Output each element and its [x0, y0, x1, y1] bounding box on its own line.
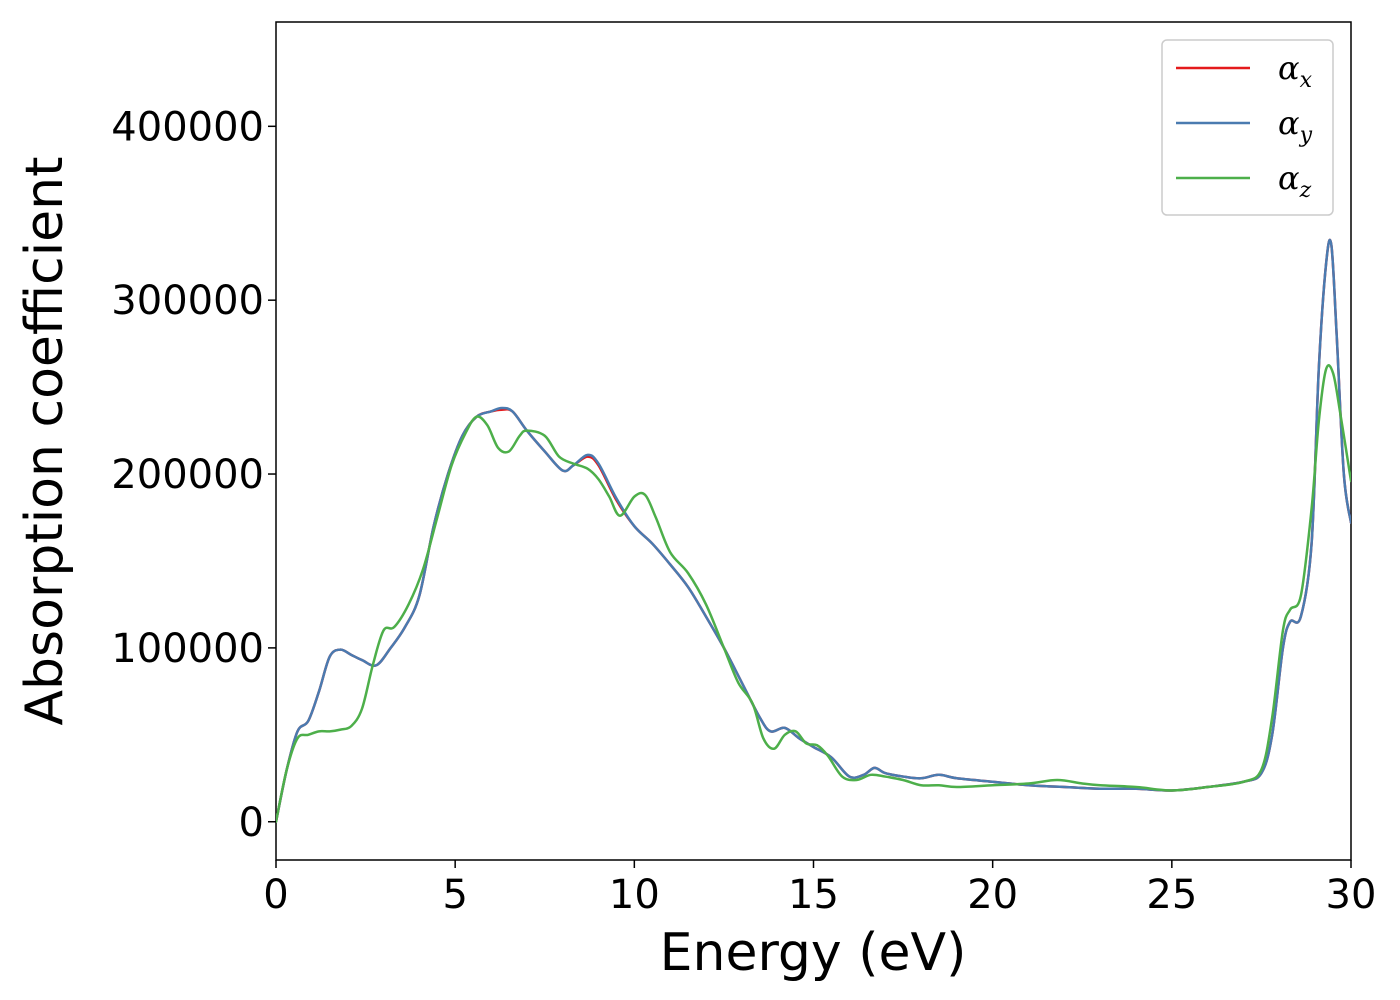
legend-label-y: αy — [1278, 104, 1313, 148]
y-tick-label: 200000 — [111, 452, 264, 498]
legend-subscript: z — [1299, 178, 1312, 203]
series-layer — [276, 238, 1351, 823]
y-tick-label: 400000 — [111, 104, 264, 150]
y-tick-label: 300000 — [111, 278, 264, 324]
legend-symbol: α — [1278, 104, 1300, 142]
x-tick-label: 30 — [1326, 872, 1377, 918]
x-tick-label: 0 — [263, 872, 288, 918]
legend-symbol: α — [1278, 49, 1300, 87]
x-tick-label: 5 — [442, 872, 467, 918]
legend-frame — [1161, 39, 1334, 216]
y-axis-ticks: 0 100000 200000 300000 400000 — [111, 104, 276, 846]
y-axis-label: Absorption coefficient — [15, 156, 75, 725]
y-tick-label: 0 — [239, 800, 264, 846]
x-axis-label: Energy (eV) — [660, 923, 967, 983]
legend-subscript: y — [1299, 123, 1313, 148]
legend-subscript: x — [1300, 68, 1313, 93]
legend-label-x: αx — [1278, 49, 1313, 93]
legend-symbol: α — [1278, 159, 1300, 197]
x-tick-label: 25 — [1146, 872, 1197, 918]
x-axis-ticks: 0 5 10 15 20 25 30 — [263, 860, 1376, 918]
legend-label-z: αz — [1278, 159, 1312, 203]
series-line-y — [276, 238, 1351, 823]
x-tick-label: 10 — [609, 872, 660, 918]
x-tick-label: 15 — [788, 872, 839, 918]
series-line-z — [276, 364, 1351, 823]
series-line-x — [276, 238, 1351, 823]
y-tick-label: 100000 — [111, 626, 264, 672]
x-tick-label: 20 — [967, 872, 1018, 918]
